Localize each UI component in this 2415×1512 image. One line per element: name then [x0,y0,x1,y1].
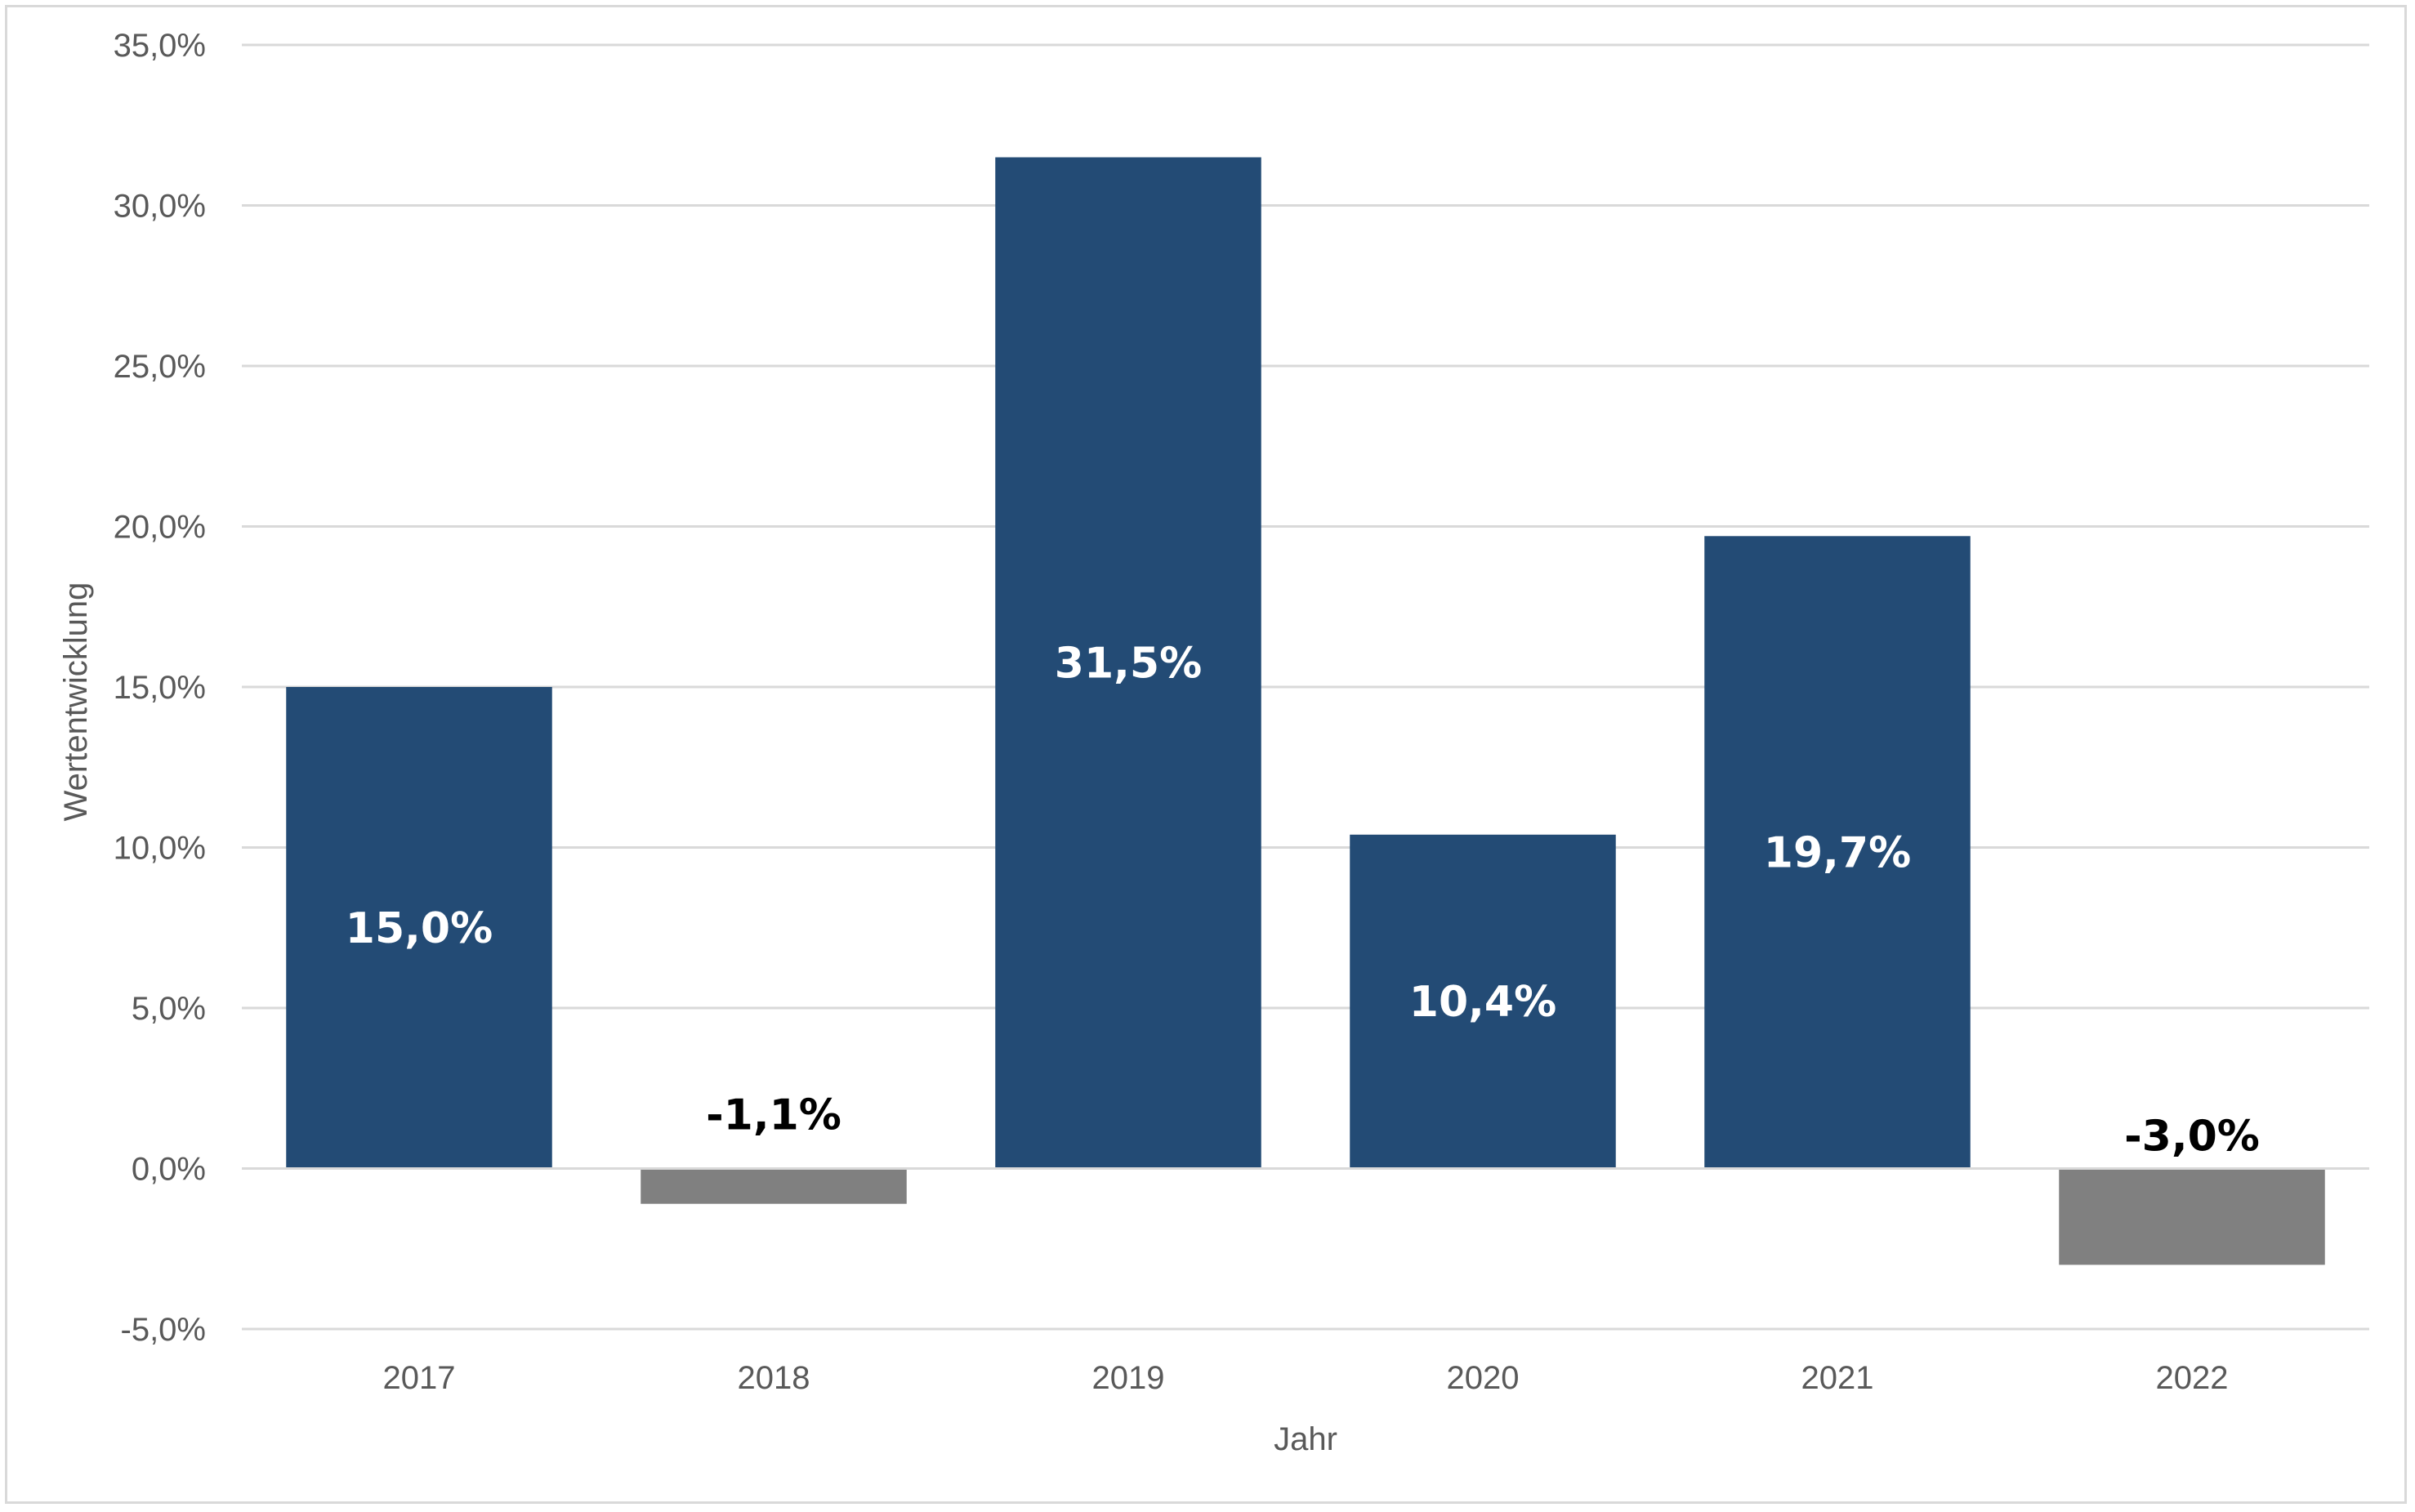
bar-2021 [1704,536,1971,1169]
y-tick-label: 15,0% [114,670,206,706]
y-tick-label: 5,0% [132,991,206,1027]
x-axis-tick-labels: 2017 2018 2019 2020 2021 2022 [383,1360,2229,1396]
y-tick-label: 10,0% [114,831,206,867]
data-label: 10,4% [1409,978,1556,1027]
y-tick-label: 0,0% [132,1152,206,1188]
data-label: -1,1% [706,1091,841,1140]
x-tick-label: 2020 [1447,1360,1520,1396]
x-axis-title: Jahr [1274,1421,1337,1457]
y-axis-tick-labels: -5,0% 0,0% 5,0% 10,0% 15,0% 20,0% 25,0% 30,0% 35… [114,28,206,1348]
data-labels: 15,0% -1,1% 31,5% 10,4% 19,7% -3,0% [346,640,2260,1162]
y-tick-label: 30,0% [114,189,206,225]
data-label: 19,7% [1764,828,1911,877]
bar-2022 [2059,1168,2325,1265]
gridlines [242,43,2369,1331]
y-tick-label: 20,0% [114,510,206,546]
bar-2019 [995,157,1261,1169]
x-tick-label: 2019 [1092,1360,1165,1396]
x-tick-label: 2017 [383,1360,456,1396]
y-axis-title: Wertentwicklung [58,582,94,822]
data-label: -3,0% [2124,1113,2260,1162]
x-tick-label: 2022 [2156,1360,2229,1396]
bar-2018 [641,1168,907,1204]
y-tick-label: -5,0% [121,1312,207,1348]
y-tick-label: 25,0% [114,349,206,385]
bar-2017 [286,687,552,1169]
bars [286,157,2325,1265]
bar-2020 [1350,834,1616,1169]
y-tick-label: 35,0% [114,28,206,64]
data-label: 31,5% [1055,640,1202,689]
data-label: 15,0% [346,904,493,953]
x-tick-label: 2021 [1801,1360,1874,1396]
x-tick-label: 2018 [738,1360,810,1396]
